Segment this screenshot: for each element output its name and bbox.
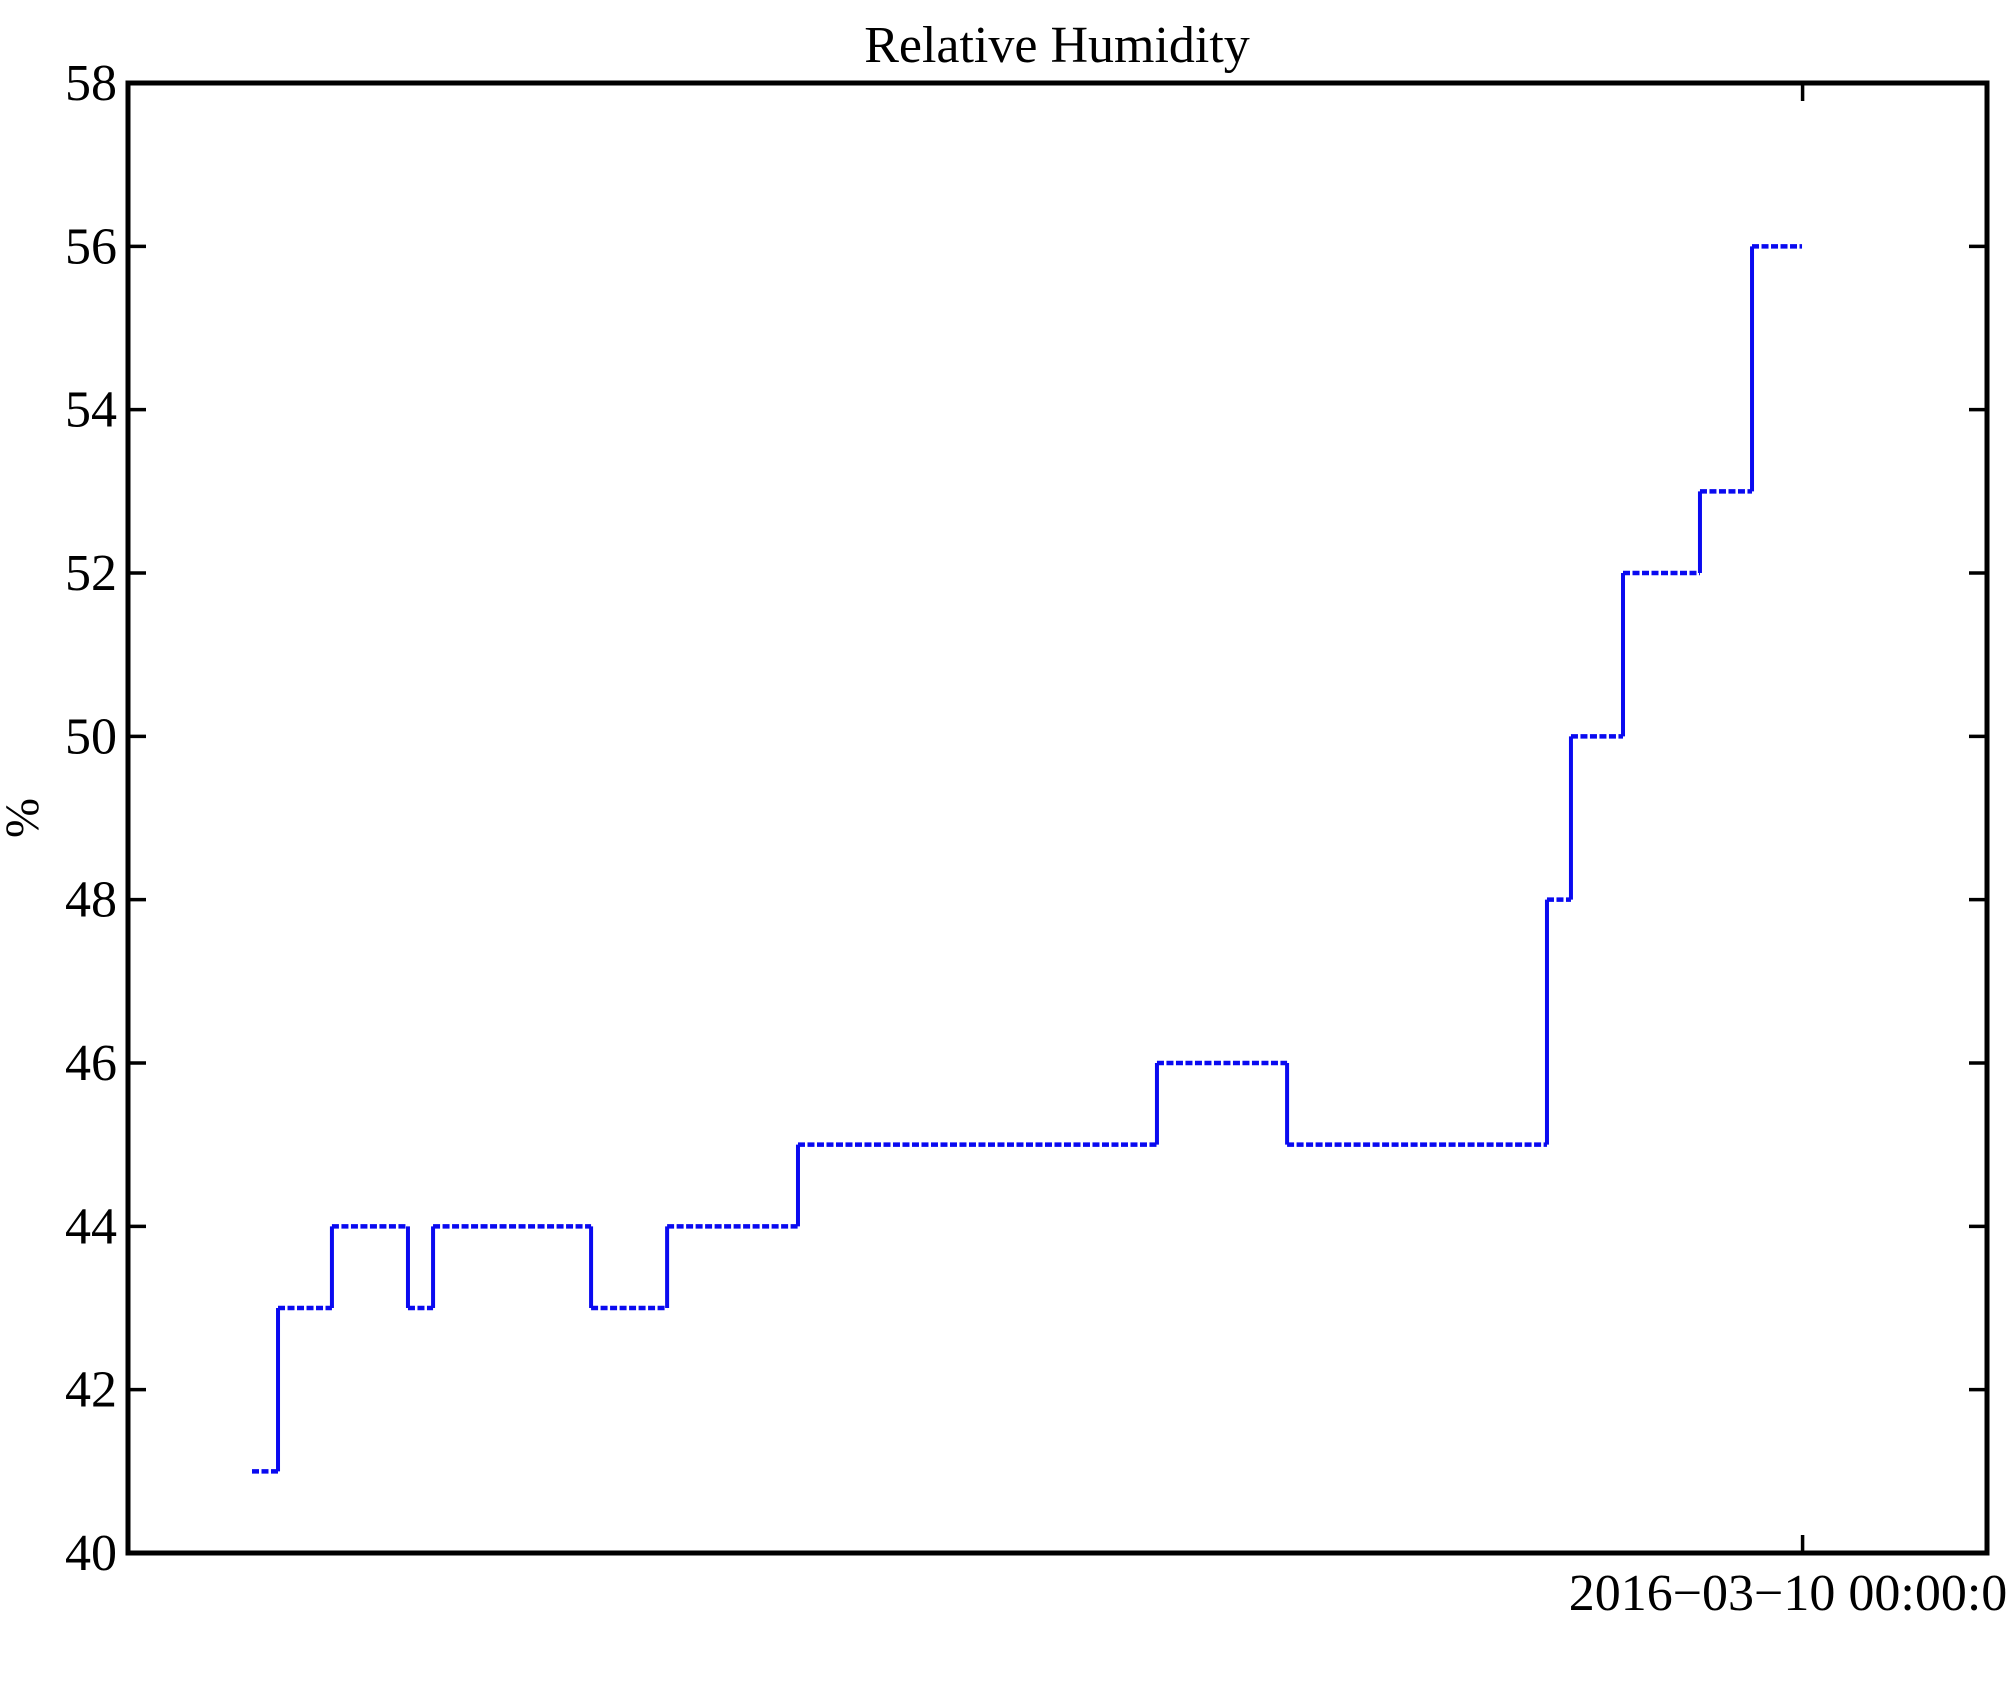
x-tick-label: 2016−03−10 00:00:00 [1569,1565,2008,1622]
y-tick-label: 46 [65,1035,117,1092]
y-tick-label: 58 [65,55,117,112]
y-tick-label: 50 [65,708,117,765]
chart-title: Relative Humidity [864,17,1250,74]
y-tick-label: 44 [65,1198,117,1255]
axes-group [125,80,1990,1556]
y-tick-label: 48 [65,872,117,929]
series-line-group [251,244,1803,1474]
y-axis-label: % [0,798,49,838]
y-tick-label: 56 [65,218,117,275]
y-tick-label: 40 [65,1525,117,1582]
plot-border [125,80,1990,1556]
y-tick-label: 52 [65,545,117,602]
y-tick-label: 42 [65,1362,117,1419]
y-tick-label: 54 [65,382,117,439]
y-tick-labels-group: 58 56 54 52 50 48 46 44 42 40 [65,55,117,1582]
